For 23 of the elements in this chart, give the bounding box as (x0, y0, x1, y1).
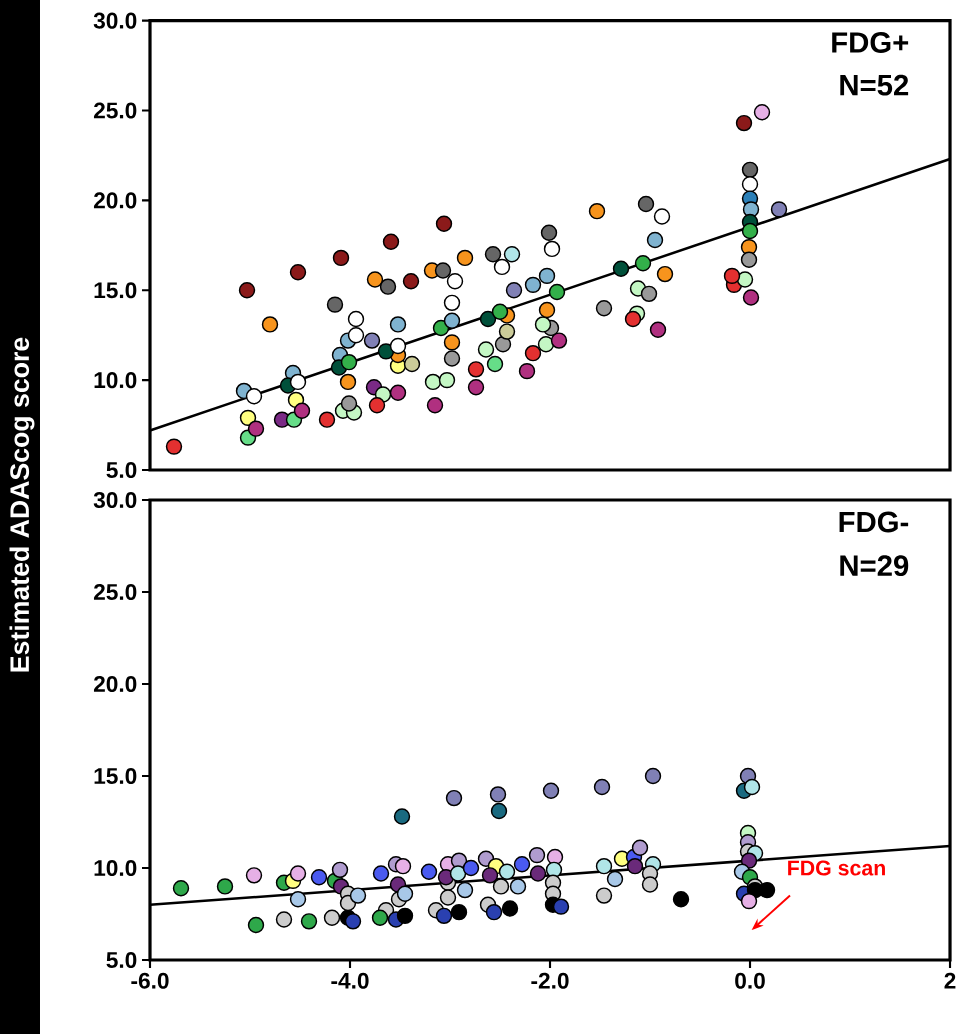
y-tick-label: 10.0 (94, 372, 137, 389)
x-tick-label: 2 (944, 972, 956, 989)
y-tick-label: 20.0 (93, 192, 137, 209)
annotation: N=52 (840, 74, 909, 96)
y-tick-label: 25.0 (93, 583, 137, 601)
x-tick-label: 0.0 (735, 972, 765, 989)
y-tick-label: 15.0 (94, 282, 137, 299)
y-tick-label: 5.0 (106, 461, 137, 479)
y-tick-label: 25.0 (93, 102, 137, 119)
y-tick-label: 5.0 (106, 951, 137, 969)
y-tick-label: 30.0 (93, 12, 137, 29)
x-tick-label: -4.0 (331, 972, 369, 989)
y-tick-label: 10.0 (94, 859, 137, 877)
annotation: FDG scan (788, 860, 885, 876)
annotation: FDG+ (832, 32, 909, 53)
x-tick-label: -2.0 (531, 972, 569, 989)
y-tick-label: 20.0 (93, 675, 137, 693)
y-axis-title: Estimated ADAScog score (9, 337, 35, 672)
annotation: FDG- (839, 511, 909, 533)
x-tick-label: -6.0 (131, 972, 169, 989)
y-tick-label: 30.0 (93, 491, 137, 509)
annotation: N=29 (840, 555, 909, 577)
y-tick-label: 15.0 (94, 767, 137, 785)
